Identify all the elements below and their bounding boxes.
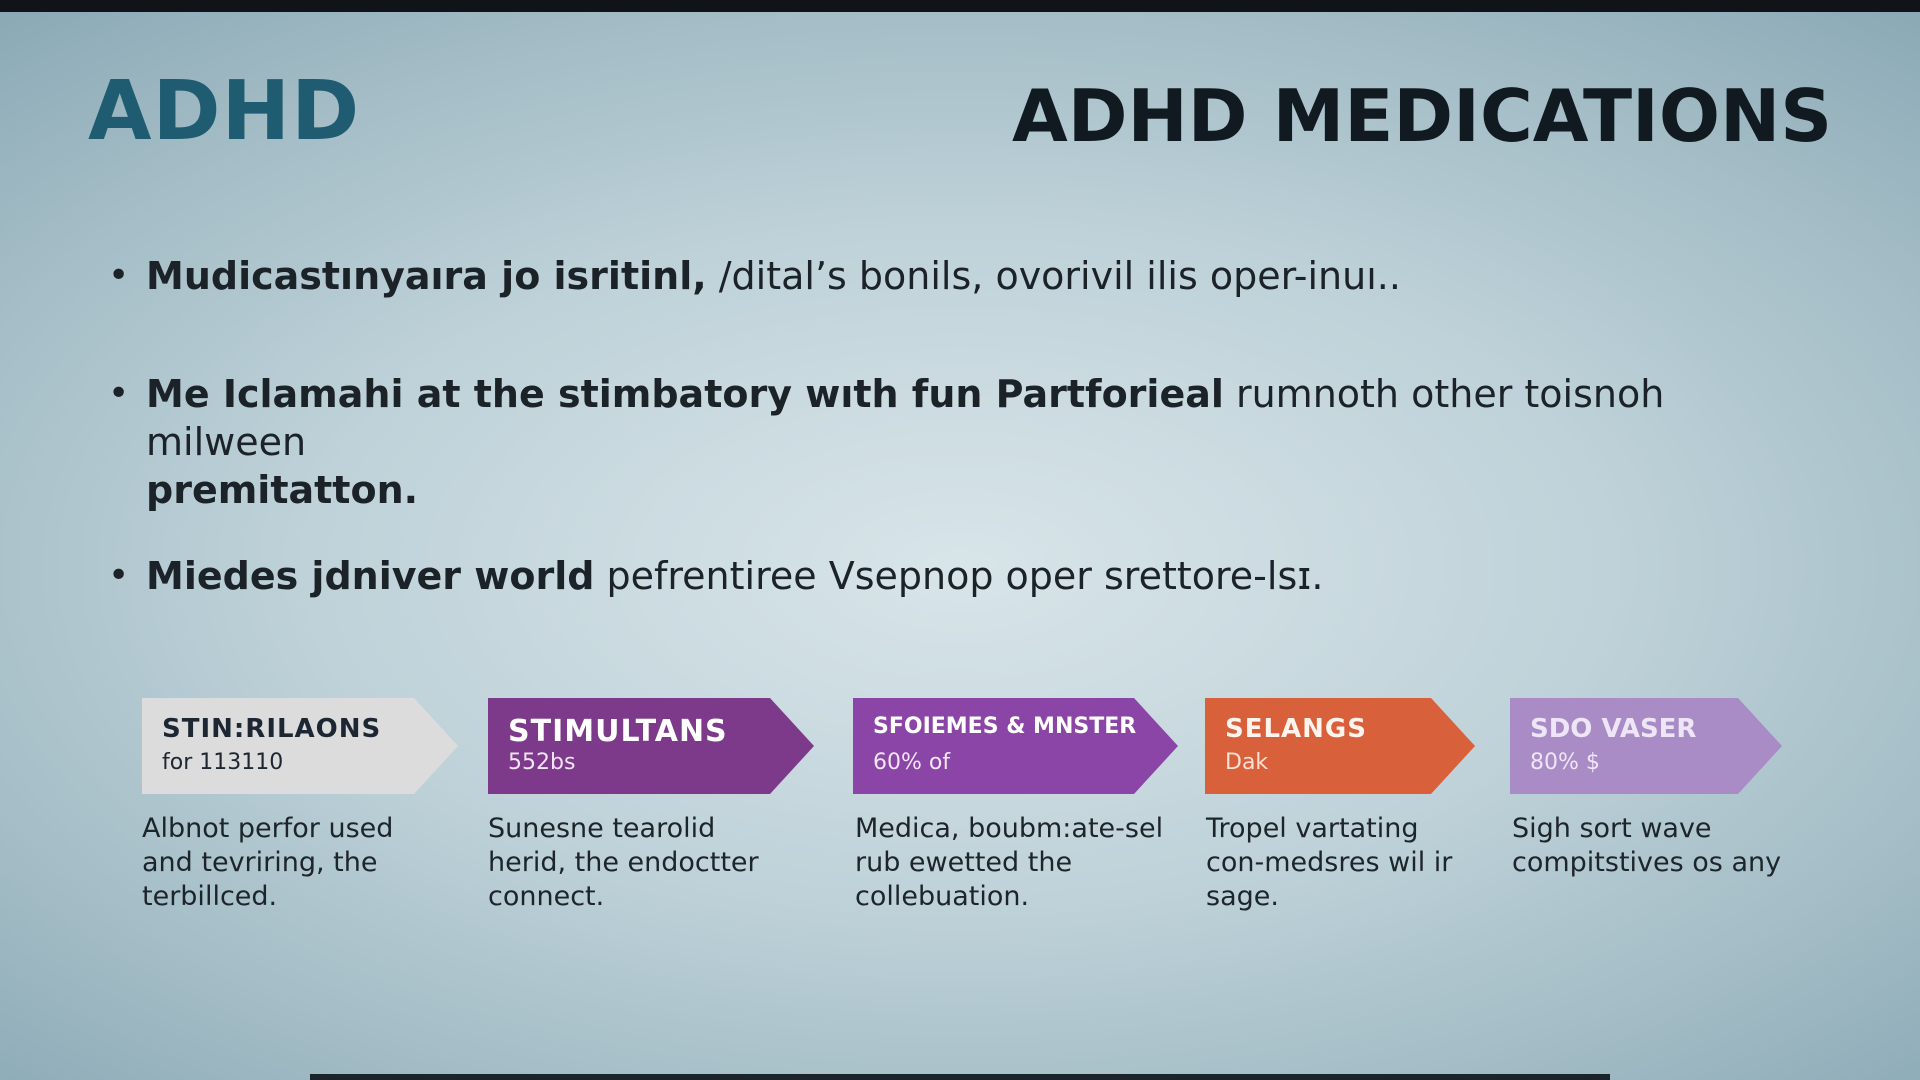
category-chevron: SELANGS Dak [1205, 698, 1475, 794]
description-line: Albnot perfor used [142, 813, 394, 844]
category-description: Albnot perfor used and tevriring, the te… [142, 812, 462, 914]
description-line: rub ewetted the [855, 847, 1073, 878]
description-line: and tevriring, the [142, 847, 378, 878]
description-line: sage. [1206, 881, 1279, 912]
presentation-slide: ADHD ADHD MEDICATIONS • Mudicastınyaıra … [0, 12, 1920, 1080]
category-chevron: SDO VASER 80% $ [1510, 698, 1782, 794]
description-line: Tropel vartating [1206, 813, 1419, 844]
category-subtitle: for 113110 [162, 750, 284, 775]
bullet-bold-text-continued: premitatton. [146, 468, 419, 512]
top-edge-bar [0, 0, 1920, 12]
description-line: con-medsres wil ir [1206, 847, 1453, 878]
medication-category-row: STIN:RILAONS for 113110 Albnot perfor us… [0, 12, 1920, 1080]
category-subtitle: 60% of [873, 750, 951, 775]
bullet-regular-text: /dital’s bonils, ovorivil ilis oper-inuı… [706, 254, 1401, 298]
bullet-bold-text: Miedes jdniver world [146, 554, 595, 598]
category-subtitle: 552bs [508, 750, 576, 775]
bullet-bold-text: Me Iclamahi at the stimbatory wıth fun P… [146, 372, 1224, 416]
bottom-edge-line [310, 1074, 1610, 1080]
description-line: Sunesne tearolid [488, 813, 716, 844]
category-title: SDO VASER [1530, 714, 1697, 744]
category-chevron: STIN:RILAONS for 113110 [142, 698, 458, 794]
description-line: compitstives os any [1512, 847, 1782, 878]
description-line: Sigh sort wave [1512, 813, 1712, 844]
category-description: Medica, boubm:ate-sel rub ewetted the co… [855, 812, 1185, 914]
description-line: herid, the endoctter [488, 847, 759, 878]
bullet-dot-icon: • [108, 255, 130, 296]
category-chevron: STIMULTANS 552bs [488, 698, 814, 794]
bullet-regular-text: rumnoth other toisnoh milween [146, 372, 1665, 464]
description-line: connect. [488, 881, 605, 912]
category-chevron: SFOIEMES & MNSTER 60% of [853, 698, 1178, 794]
category-subtitle: 80% $ [1530, 750, 1600, 775]
category-title: STIMULTANS [508, 714, 728, 749]
bullet-dot-icon: • [108, 373, 130, 414]
category-subtitle: Dak [1225, 750, 1269, 775]
slide-title-left: ADHD [88, 64, 361, 159]
description-line: Medica, boubm:ate-sel [855, 813, 1164, 844]
bullet-bold-text: Mudicastınyaıra jo isritinl, [146, 254, 707, 298]
bullet-regular-text: pefrentiree Vsepnop oper srettore-lsɪ. [594, 554, 1324, 598]
bullet-dot-icon: • [108, 555, 130, 596]
description-line: collebuation. [855, 881, 1030, 912]
category-description: Sigh sort wave compitstives os any [1512, 812, 1812, 880]
category-description: Tropel vartating con-medsres wil ir sage… [1206, 812, 1496, 914]
category-description: Sunesne tearolid herid, the endoctter co… [488, 812, 808, 914]
description-line: terbillced. [142, 881, 278, 912]
category-title: SFOIEMES & MNSTER [873, 714, 1137, 739]
category-title: STIN:RILAONS [162, 714, 382, 744]
category-title: SELANGS [1225, 714, 1368, 744]
slide-title-right: ADHD MEDICATIONS [1012, 74, 1833, 158]
